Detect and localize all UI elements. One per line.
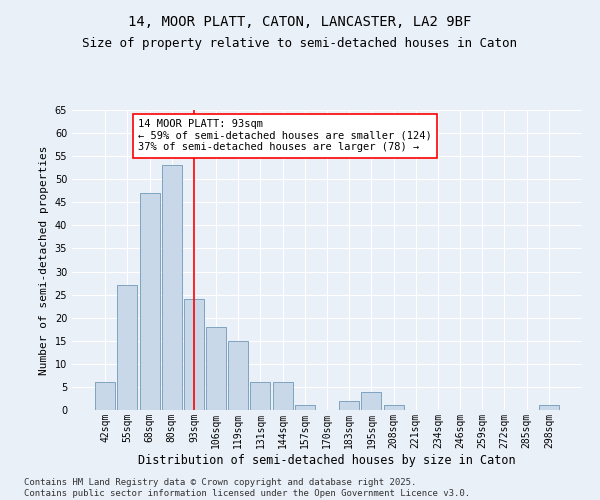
Bar	[361, 392, 382, 410]
Text: Size of property relative to semi-detached houses in Caton: Size of property relative to semi-detach…	[83, 38, 517, 51]
Bar	[228, 341, 248, 410]
Bar	[184, 299, 204, 410]
Text: Contains HM Land Registry data © Crown copyright and database right 2025.
Contai: Contains HM Land Registry data © Crown c…	[24, 478, 470, 498]
Bar	[295, 406, 315, 410]
Bar	[339, 401, 359, 410]
Bar	[118, 286, 137, 410]
Bar	[272, 382, 293, 410]
Bar	[162, 166, 182, 410]
Bar	[206, 327, 226, 410]
Y-axis label: Number of semi-detached properties: Number of semi-detached properties	[39, 145, 49, 375]
Text: 14, MOOR PLATT, CATON, LANCASTER, LA2 9BF: 14, MOOR PLATT, CATON, LANCASTER, LA2 9B…	[128, 15, 472, 29]
Bar	[539, 406, 559, 410]
Bar	[383, 406, 404, 410]
X-axis label: Distribution of semi-detached houses by size in Caton: Distribution of semi-detached houses by …	[138, 454, 516, 466]
Text: 14 MOOR PLATT: 93sqm
← 59% of semi-detached houses are smaller (124)
37% of semi: 14 MOOR PLATT: 93sqm ← 59% of semi-detac…	[139, 119, 432, 152]
Bar	[95, 382, 115, 410]
Bar	[250, 382, 271, 410]
Bar	[140, 193, 160, 410]
